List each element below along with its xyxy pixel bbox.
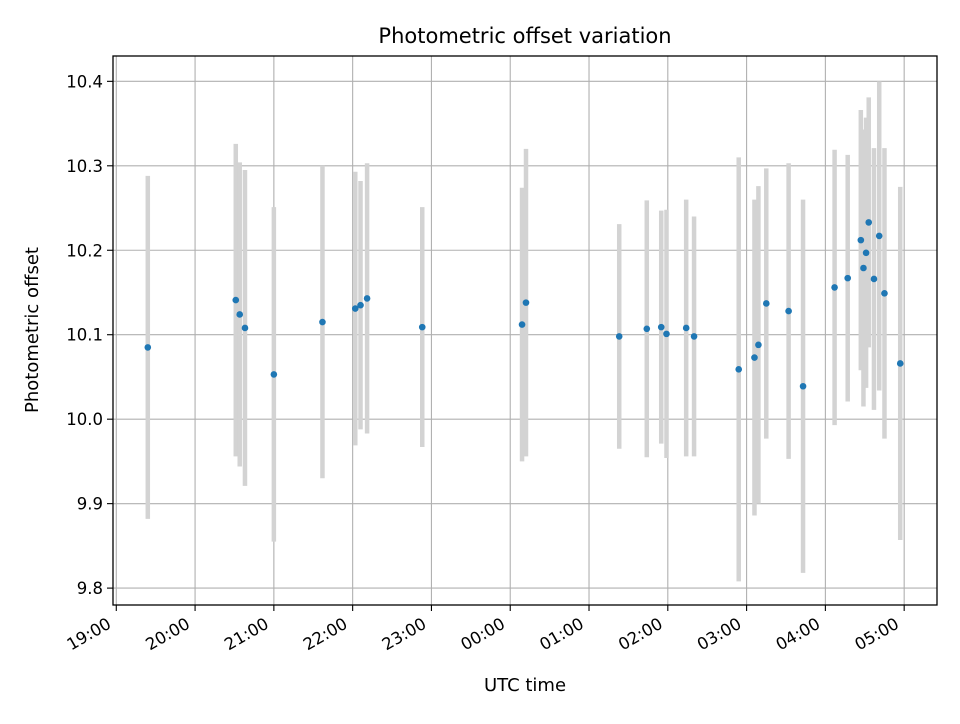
data-point — [865, 219, 873, 226]
data-point — [755, 341, 762, 349]
data-points — [144, 219, 904, 390]
data-point — [357, 301, 364, 309]
data-point — [896, 360, 904, 367]
data-point — [518, 321, 526, 328]
data-point — [682, 324, 690, 332]
data-point — [418, 323, 426, 331]
data-point — [870, 275, 878, 283]
data-point — [232, 296, 240, 304]
data-point — [799, 382, 807, 390]
data-point — [751, 354, 758, 361]
data-point — [351, 305, 359, 312]
y-axis-label: Photometric offset — [22, 247, 43, 413]
y-axis-ticks: 9.8 9.9 10.0 10.1 10.2 10.3 10.4 — [66, 72, 113, 598]
x-axis-label: UTC time — [484, 675, 566, 696]
data-point — [363, 295, 371, 302]
y-tick-label: 10.3 — [66, 157, 103, 176]
data-point — [657, 323, 665, 331]
data-point — [860, 264, 867, 272]
data-point — [522, 299, 530, 306]
data-point — [241, 324, 249, 332]
data-point — [236, 311, 244, 318]
data-point — [881, 290, 888, 297]
data-point — [875, 232, 883, 240]
y-tick-label: 10.0 — [66, 410, 103, 429]
data-point — [319, 318, 326, 326]
data-point — [762, 300, 770, 307]
y-tick-label: 10.4 — [66, 72, 103, 91]
y-tick-label: 9.8 — [77, 579, 103, 598]
y-tick-label: 10.2 — [66, 241, 103, 260]
data-point — [735, 366, 743, 373]
data-point — [663, 330, 670, 338]
data-point — [831, 284, 838, 291]
data-point — [690, 333, 698, 340]
data-point — [615, 333, 623, 340]
plot-frame — [112, 55, 938, 606]
chart-title: Photometric offset variation — [378, 24, 671, 48]
data-point — [144, 344, 152, 351]
data-point — [862, 249, 870, 257]
data-point — [857, 236, 865, 244]
data-point — [270, 371, 278, 378]
y-tick-label: 9.9 — [77, 495, 103, 514]
data-point — [844, 274, 852, 282]
data-point — [643, 325, 651, 333]
data-point — [785, 307, 792, 315]
y-tick-label: 10.1 — [66, 326, 103, 345]
